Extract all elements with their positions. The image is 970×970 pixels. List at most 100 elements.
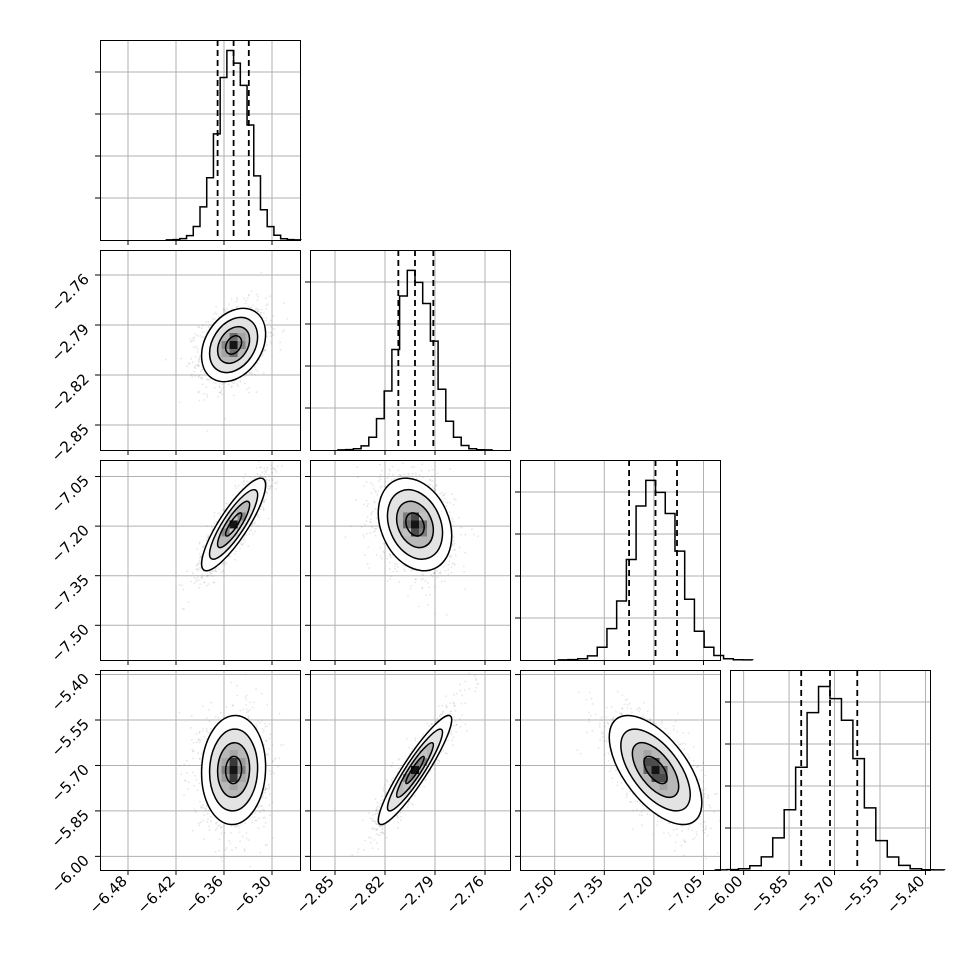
- sample-point: [236, 298, 239, 301]
- density-panel-1-0: −2.85−2.82−2.79−2.76: [48, 250, 300, 465]
- sample-point: [272, 315, 274, 318]
- sample-point: [434, 484, 437, 487]
- sample-point: [201, 368, 204, 371]
- sample-point: [266, 725, 269, 727]
- sample-point: [206, 575, 209, 577]
- histogram-panel-0: [95, 40, 302, 245]
- sample-point: [256, 309, 259, 311]
- sample-point: [264, 786, 267, 789]
- density-frame: [100, 250, 301, 451]
- sample-point: [214, 829, 217, 832]
- sample-point: [260, 271, 263, 274]
- sample-point: [198, 561, 200, 564]
- sample-point: [391, 465, 394, 468]
- sample-point: [265, 344, 268, 346]
- sample-point: [211, 570, 213, 573]
- sample-point: [379, 486, 382, 489]
- sample-point: [222, 569, 225, 571]
- sample-point: [362, 533, 365, 536]
- sample-point: [382, 542, 385, 545]
- sample-point: [384, 480, 387, 483]
- sample-point: [264, 791, 266, 794]
- sample-point: [433, 487, 435, 490]
- sample-point: [237, 385, 240, 387]
- sample-point: [435, 484, 438, 487]
- sample-point: [241, 544, 244, 546]
- sample-point: [261, 506, 264, 509]
- sample-point: [261, 354, 264, 357]
- sample-point: [245, 533, 248, 536]
- sample-point: [379, 478, 382, 481]
- y-tick-label: −7.05: [48, 472, 93, 517]
- sample-point: [276, 465, 279, 468]
- sample-point: [193, 370, 196, 373]
- sample-point: [207, 535, 209, 538]
- sample-point: [207, 378, 209, 381]
- sample-point: [198, 541, 201, 544]
- sample-point: [271, 477, 273, 480]
- sample-point: [269, 341, 272, 343]
- sample-point: [444, 497, 446, 500]
- sample-point: [258, 309, 260, 311]
- sample-point: [261, 692, 263, 695]
- sample-point: [195, 741, 198, 744]
- sample-point: [265, 491, 268, 494]
- sample-point: [226, 307, 228, 310]
- sample-point: [264, 797, 267, 799]
- sample-point: [264, 816, 266, 819]
- sample-point: [366, 515, 369, 518]
- sample-point: [236, 825, 239, 828]
- sample-point: [369, 521, 372, 523]
- sample-point: [245, 299, 248, 302]
- sample-point: [454, 554, 457, 557]
- sample-point: [222, 386, 225, 389]
- sample-point: [453, 562, 456, 565]
- sample-point: [231, 381, 234, 384]
- sample-point: [260, 466, 263, 469]
- sample-point: [203, 399, 206, 401]
- sample-point: [273, 482, 276, 484]
- sample-point: [248, 529, 251, 532]
- y-tick-label: −2.79: [48, 320, 93, 365]
- contour-line-0: [224, 512, 243, 537]
- sample-point: [250, 479, 253, 482]
- sample-point: [414, 578, 417, 581]
- sample-point: [242, 481, 245, 483]
- sample-point: [265, 455, 267, 457]
- sample-point: [198, 357, 201, 360]
- sample-point: [260, 311, 262, 314]
- sample-point: [201, 383, 204, 386]
- sample-point: [246, 480, 249, 482]
- contour-line-2: [208, 316, 259, 374]
- sample-point: [198, 758, 201, 760]
- sample-point: [218, 391, 221, 394]
- sample-point: [454, 498, 457, 501]
- sample-point: [188, 781, 190, 784]
- sample-point: [214, 386, 216, 389]
- sample-point: [198, 358, 200, 361]
- sample-point: [200, 369, 203, 371]
- sample-point: [224, 561, 227, 564]
- sample-point: [267, 783, 270, 785]
- sample-point: [214, 311, 217, 314]
- sample-point: [201, 378, 204, 380]
- sample-point: [226, 503, 229, 505]
- sample-point: [251, 706, 254, 709]
- sample-point: [250, 373, 253, 375]
- sample-point: [248, 391, 250, 394]
- sample-point: [196, 568, 198, 571]
- sample-point: [190, 726, 193, 729]
- sample-point: [193, 336, 195, 339]
- sample-point: [237, 484, 240, 487]
- density-cell: [419, 520, 427, 529]
- sample-point: [199, 739, 202, 742]
- sample-point: [187, 362, 190, 364]
- sample-point: [344, 536, 347, 539]
- sample-point: [244, 539, 247, 542]
- sample-point: [225, 502, 228, 504]
- sample-point: [266, 753, 269, 756]
- sample-point: [367, 503, 369, 505]
- sample-point: [464, 533, 467, 536]
- sample-point: [410, 475, 413, 477]
- sample-point: [203, 544, 206, 547]
